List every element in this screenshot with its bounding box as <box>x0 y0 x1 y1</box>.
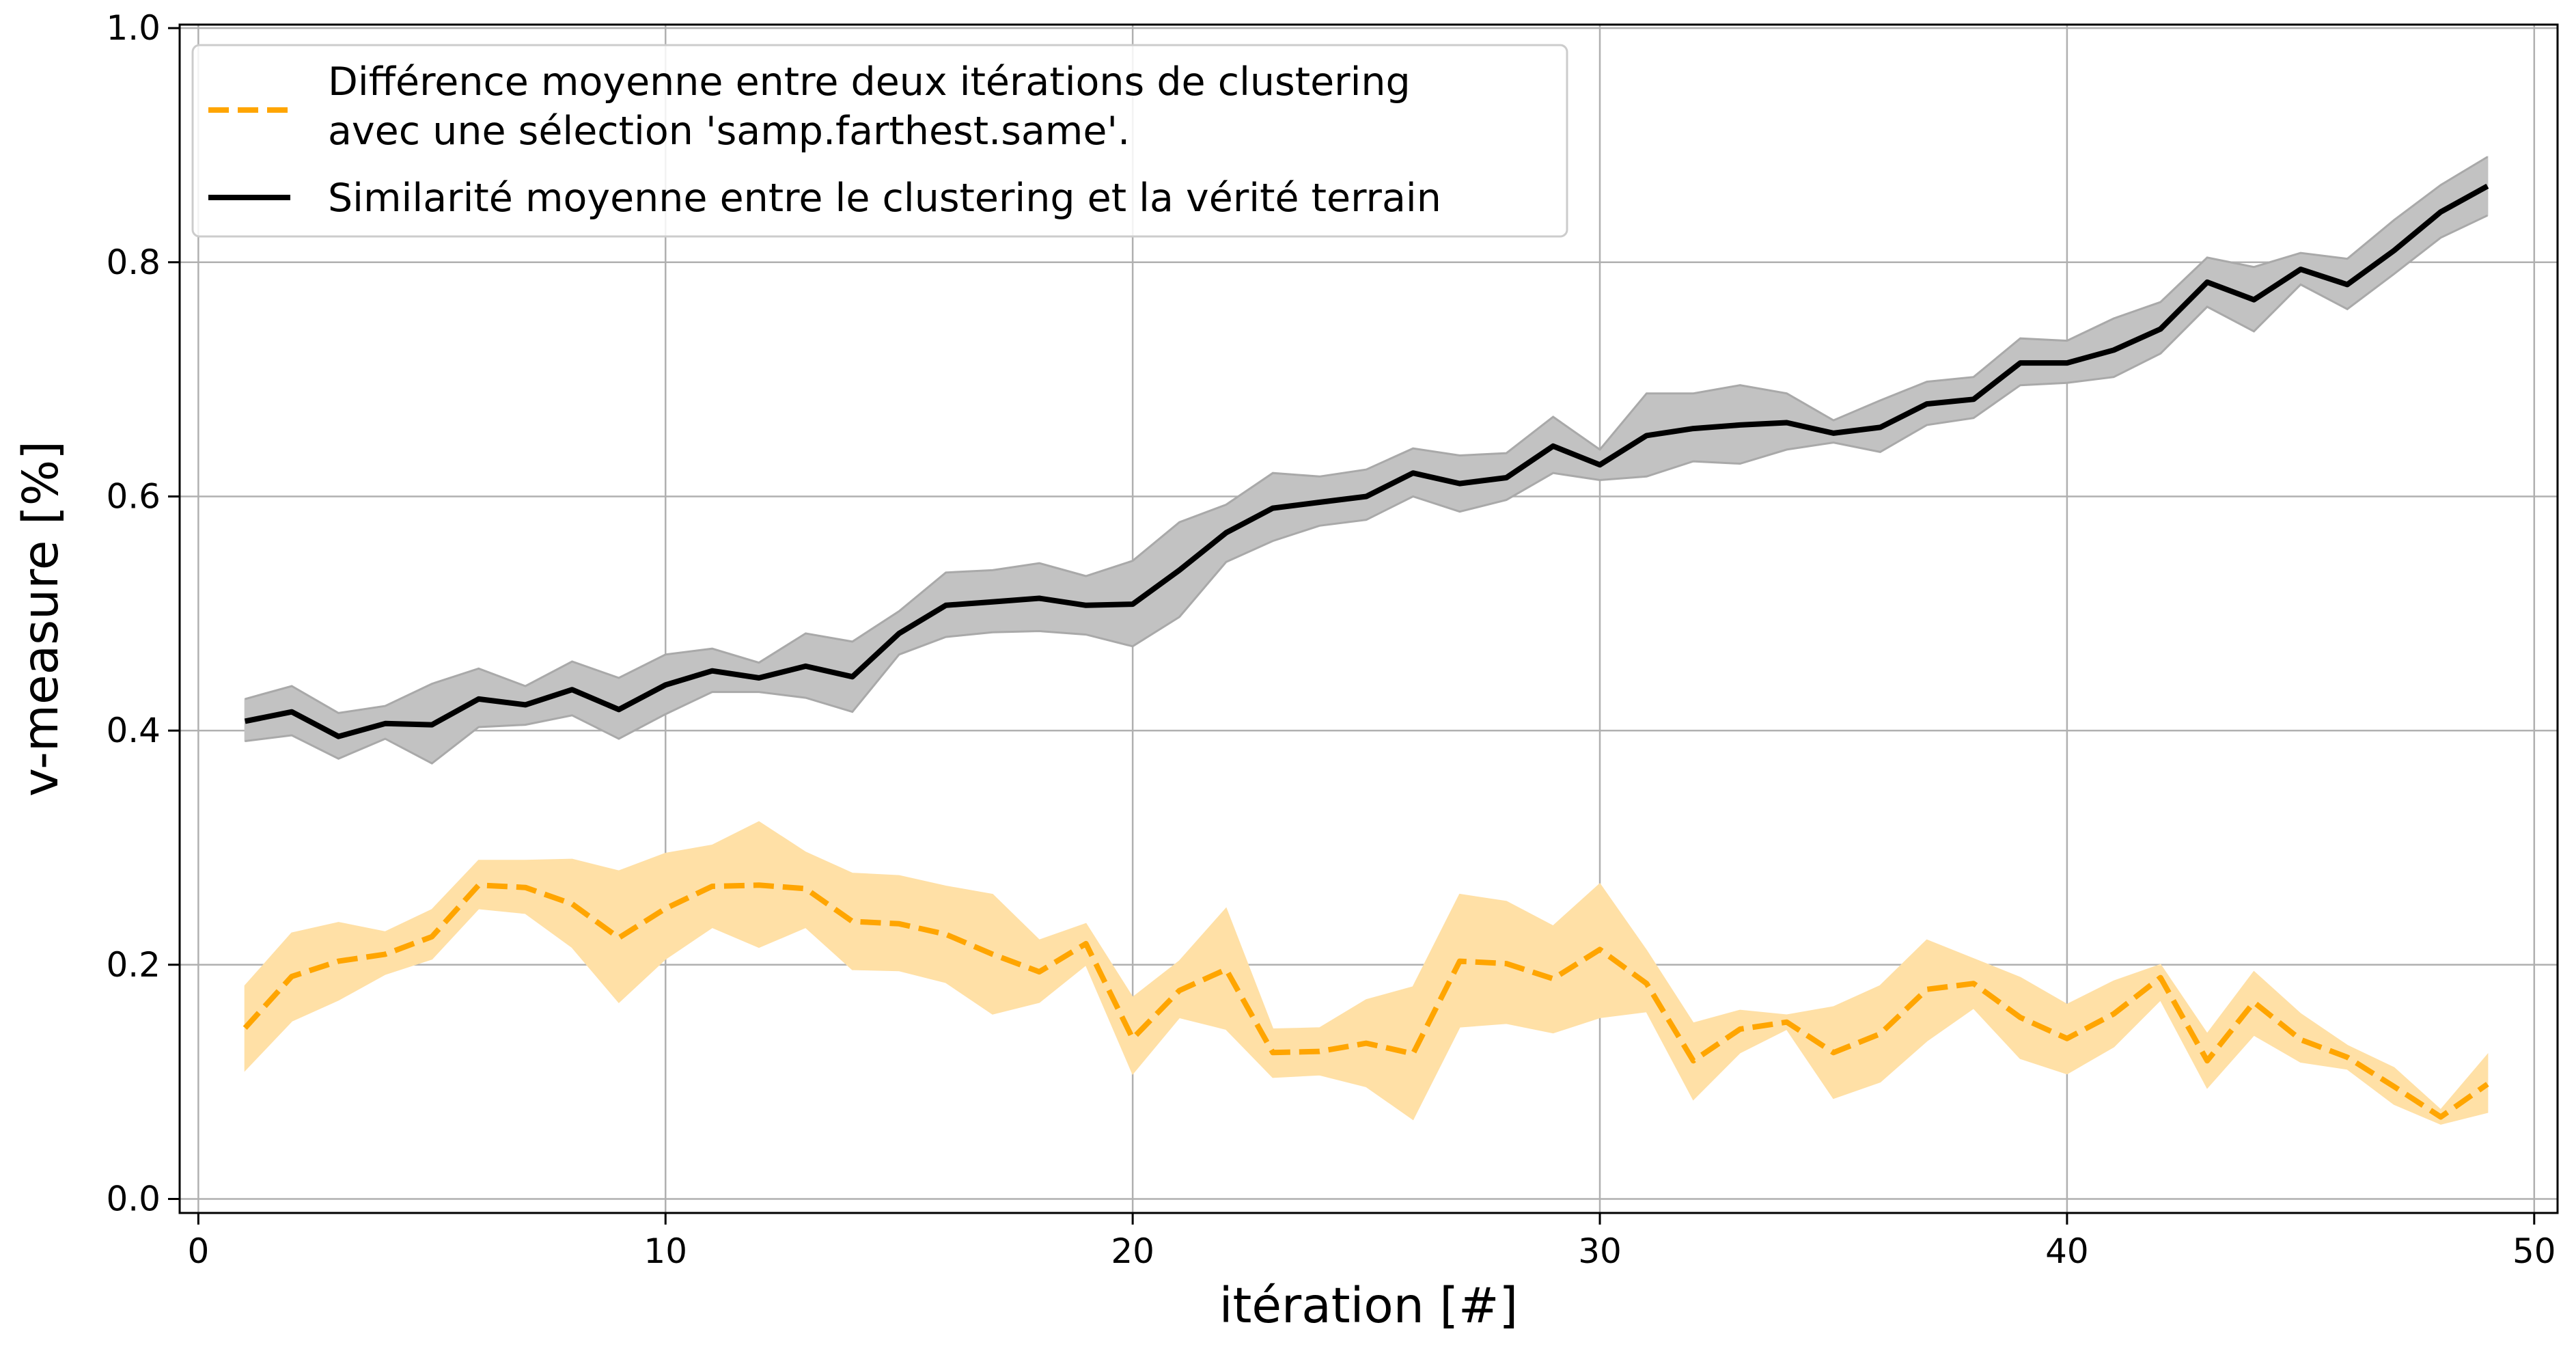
series-1-band-upper-edge <box>245 156 2489 714</box>
legend-label-0: Différence moyenne entre deux itérations… <box>328 59 1411 105</box>
y-tick-label: 0.4 <box>106 711 161 750</box>
series-lines <box>243 183 2489 1120</box>
series-0-band <box>244 821 2489 1125</box>
legend: Différence moyenne entre deux itérations… <box>191 44 1568 238</box>
legend-label-0: avec une sélection 'samp.farthest.same'. <box>328 109 1130 154</box>
y-tick-label: 0.2 <box>106 945 161 985</box>
legend-box <box>191 44 1568 238</box>
x-axis-label: itération [#] <box>1219 1277 1518 1334</box>
series-1-band-lower-edge <box>245 214 2489 765</box>
axis-ticks: 0 10 20 30 40 50 0.0 0.2 0.4 0.6 0.8 1.0 <box>106 8 2556 1271</box>
x-tick-label: 30 <box>1578 1231 1622 1271</box>
y-tick-label: 0.6 <box>106 476 161 516</box>
legend-label-1: Similarité moyenne entre le clustering e… <box>328 176 1441 221</box>
plot-frame <box>178 23 2559 1214</box>
x-tick-label: 20 <box>1111 1231 1154 1271</box>
y-axis-label: v-measure [%] <box>12 441 69 797</box>
x-tick-label: 50 <box>2512 1231 2556 1271</box>
y-tick-label: 1.0 <box>106 8 161 48</box>
x-tick-label: 10 <box>643 1231 687 1271</box>
x-tick-label: 0 <box>187 1231 209 1271</box>
y-tick-label: 0.8 <box>106 243 161 282</box>
series-1-line <box>244 183 2489 739</box>
series-0-line <box>243 882 2489 1120</box>
y-tick-label: 0.0 <box>106 1179 161 1218</box>
x-tick-label: 40 <box>2045 1231 2089 1271</box>
